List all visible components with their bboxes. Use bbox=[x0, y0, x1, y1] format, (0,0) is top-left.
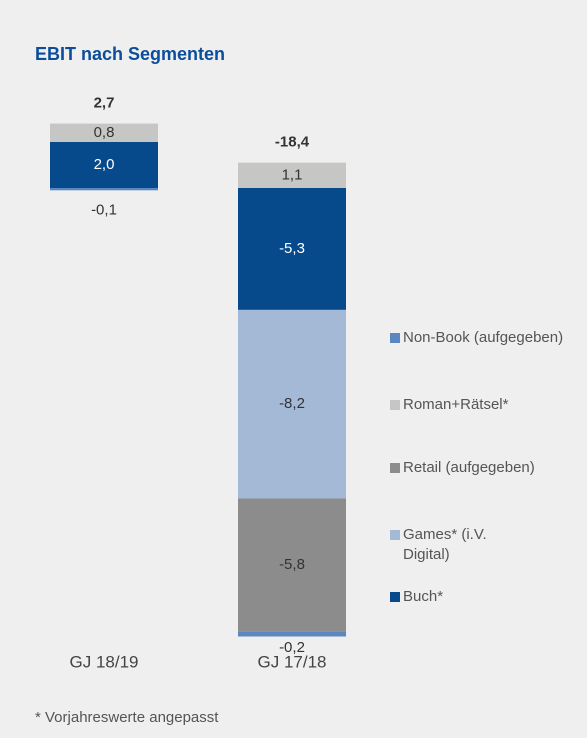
legend-swatch bbox=[390, 333, 400, 343]
legend-label: Non-Book (aufgegeben) bbox=[403, 329, 564, 346]
legend-item: Retail (aufgegeben) bbox=[390, 458, 570, 478]
bar-segment bbox=[50, 188, 158, 191]
total-label: -18,4 bbox=[275, 134, 310, 151]
legend-item: Buch* bbox=[390, 587, 570, 607]
legend-item: Roman+Rätsel* bbox=[390, 395, 570, 415]
bar-segment bbox=[238, 188, 346, 310]
legend-label: Buch* bbox=[403, 588, 444, 605]
x-tick-label: GJ 18/19 bbox=[70, 652, 139, 671]
value-label: -5,3 bbox=[279, 240, 305, 257]
value-label: 0,8 bbox=[94, 124, 115, 141]
bar-segment bbox=[50, 123, 158, 142]
legend-swatch bbox=[390, 400, 400, 410]
legend-item: Games* (i.V. Digital) bbox=[390, 525, 570, 565]
bar-segment bbox=[238, 309, 346, 499]
value-label: 2,0 bbox=[94, 156, 115, 173]
legend-label: Retail (aufgegeben) bbox=[403, 459, 535, 476]
legend-label: Roman+Rätsel* bbox=[403, 396, 509, 413]
chart-title: EBIT nach Segmenten bbox=[35, 44, 225, 64]
legend-swatch bbox=[390, 592, 400, 602]
bar-segment bbox=[238, 162, 346, 188]
legend-swatch bbox=[390, 530, 400, 540]
total-label: 2,7 bbox=[94, 95, 115, 112]
footnote: * Vorjahreswerte angepasst bbox=[35, 709, 219, 726]
value-label: -0,1 bbox=[91, 201, 117, 218]
value-label: -0,2 bbox=[279, 639, 305, 656]
legend-item: Non-Book (aufgegeben) bbox=[390, 328, 570, 348]
legend-swatch bbox=[390, 463, 400, 473]
value-label: 1,1 bbox=[282, 166, 303, 183]
bar-segment bbox=[50, 142, 158, 188]
x-tick-label: GJ 17/18 bbox=[258, 652, 327, 671]
bar-segment bbox=[238, 498, 346, 632]
value-label: -8,2 bbox=[279, 395, 305, 412]
value-label: -5,8 bbox=[279, 556, 305, 573]
legend-label: Games* (i.V. Digital) bbox=[403, 526, 487, 563]
bar-segment bbox=[238, 631, 346, 637]
